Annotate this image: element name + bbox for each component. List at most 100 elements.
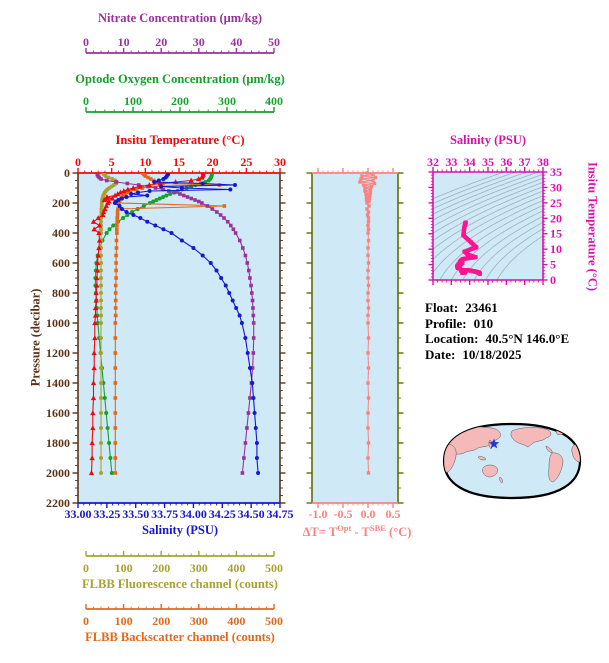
svg-text:300: 300 <box>190 561 208 575</box>
oxygen-axis-title: Optode Oxygen Concentration (μm/kg) <box>75 72 285 86</box>
svg-text:0: 0 <box>83 94 89 108</box>
svg-text:35: 35 <box>482 155 494 169</box>
location-value: 40.5°N 146.0°E <box>485 331 570 346</box>
date-value: 10/18/2025 <box>462 346 522 362</box>
temperature-axis-title: Insitu Temperature (°C) <box>115 133 245 147</box>
float-value: 23461 <box>465 300 498 315</box>
delta-t-axis-title: ΔT= TOpt - TSBE (°C) <box>290 523 424 540</box>
date-label: Date: <box>425 346 456 362</box>
svg-text:100: 100 <box>115 614 133 628</box>
svg-text:34.25: 34.25 <box>209 507 236 521</box>
backscatter-axis-title: FLBB Backscatter channel (counts) <box>85 630 275 644</box>
float-label: Float: <box>425 300 459 315</box>
float-location-star-icon <box>488 438 500 449</box>
profile-series <box>88 173 261 476</box>
svg-text:1000: 1000 <box>46 316 70 330</box>
svg-text:0: 0 <box>83 35 89 49</box>
svg-text:300: 300 <box>190 614 208 628</box>
world-map <box>442 422 582 500</box>
delta-t-plot: -1.0 -0.5 0.0 0.5 <box>306 168 404 521</box>
float-info-line: Float: 23461 <box>425 300 569 316</box>
svg-text:20: 20 <box>550 211 562 225</box>
svg-text:33.25: 33.25 <box>93 507 120 521</box>
svg-text:1600: 1600 <box>46 406 70 420</box>
svg-text:15: 15 <box>173 155 185 169</box>
svg-text:200: 200 <box>152 614 170 628</box>
ts-salinity-axis-title: Salinity (PSU) <box>449 133 527 147</box>
svg-text:500: 500 <box>265 614 283 628</box>
svg-text:600: 600 <box>52 256 70 270</box>
svg-text:33.50: 33.50 <box>122 507 149 521</box>
svg-text:1400: 1400 <box>46 376 70 390</box>
svg-text:38: 38 <box>537 155 549 169</box>
svg-text:10: 10 <box>550 242 562 256</box>
svg-text:400: 400 <box>227 561 245 575</box>
svg-text:50: 50 <box>268 35 280 49</box>
float-info-line: Profile: 010 <box>425 316 569 332</box>
svg-text:34.50: 34.50 <box>238 507 265 521</box>
svg-text:10: 10 <box>139 155 151 169</box>
svg-text:200: 200 <box>152 561 170 575</box>
salinity-axis-title: Salinity (PSU) <box>141 523 219 537</box>
svg-text:-1.0: -1.0 <box>309 507 328 521</box>
svg-text:400: 400 <box>52 226 70 240</box>
delta-t-label-sup-sbe: SBE <box>369 523 386 533</box>
fluorescence-axis-title: FLBB Fluorescence channel (counts) <box>82 577 278 591</box>
svg-text:800: 800 <box>52 286 70 300</box>
svg-text:20: 20 <box>207 155 219 169</box>
svg-text:200: 200 <box>171 94 189 108</box>
ts-isopycnal-contours <box>433 172 543 280</box>
svg-text:33: 33 <box>445 155 457 169</box>
svg-text:35: 35 <box>550 165 562 179</box>
svg-text:400: 400 <box>265 94 283 108</box>
svg-text:36: 36 <box>500 155 512 169</box>
profile-value: 010 <box>473 315 494 331</box>
ts-profile-curve <box>454 220 483 277</box>
delta-t-label-part: (°C) <box>385 525 412 540</box>
svg-text:25: 25 <box>240 155 252 169</box>
ts-temperature-axis-title: Insitu Temperature (°C) <box>585 161 600 292</box>
svg-text:1800: 1800 <box>46 436 70 450</box>
svg-text:20: 20 <box>155 35 167 49</box>
svg-text:100: 100 <box>124 94 142 108</box>
profile-plot: 0200400600800100012001400160018002000220… <box>46 35 294 628</box>
temperature-profile-series <box>88 173 206 476</box>
svg-text:0: 0 <box>75 155 81 169</box>
svg-text:34.00: 34.00 <box>180 507 207 521</box>
svg-text:200: 200 <box>52 196 70 210</box>
profile-label: Profile: <box>425 315 467 331</box>
svg-text:33.00: 33.00 <box>65 507 92 521</box>
svg-text:-0.5: -0.5 <box>334 507 353 521</box>
svg-text:300: 300 <box>218 94 236 108</box>
svg-text:30: 30 <box>274 155 286 169</box>
svg-text:5: 5 <box>550 258 556 272</box>
delta-t-label-sup-opt: Opt <box>337 523 352 533</box>
float-info-block: Float: 23461 Profile: 010 Location: 40.5°N … <box>425 300 569 362</box>
svg-text:400: 400 <box>227 614 245 628</box>
svg-text:30: 30 <box>550 180 562 194</box>
svg-text:10: 10 <box>118 35 130 49</box>
svg-text:100: 100 <box>115 561 133 575</box>
svg-text:2200: 2200 <box>46 496 70 510</box>
svg-text:5: 5 <box>109 155 115 169</box>
svg-text:0.5: 0.5 <box>386 507 401 521</box>
svg-text:34.75: 34.75 <box>267 507 294 521</box>
svg-text:2000: 2000 <box>46 466 70 480</box>
salinity-profile-series <box>112 173 261 475</box>
svg-text:500: 500 <box>265 561 283 575</box>
svg-text:15: 15 <box>550 227 562 241</box>
svg-text:37: 37 <box>519 155 531 169</box>
svg-text:32: 32 <box>427 155 439 169</box>
pressure-axis-title: Pressure (decibar) <box>28 288 43 387</box>
nitrate-axis-title: Nitrate Concentration (μm/kg) <box>98 11 262 25</box>
float-info-line: Date: 10/18/2025 <box>425 347 569 363</box>
svg-text:0: 0 <box>550 273 556 287</box>
svg-text:1200: 1200 <box>46 346 70 360</box>
svg-text:0.0: 0.0 <box>361 507 376 521</box>
svg-text:30: 30 <box>193 35 205 49</box>
svg-text:0: 0 <box>83 614 89 628</box>
delta-t-label-part: - T <box>351 525 370 540</box>
